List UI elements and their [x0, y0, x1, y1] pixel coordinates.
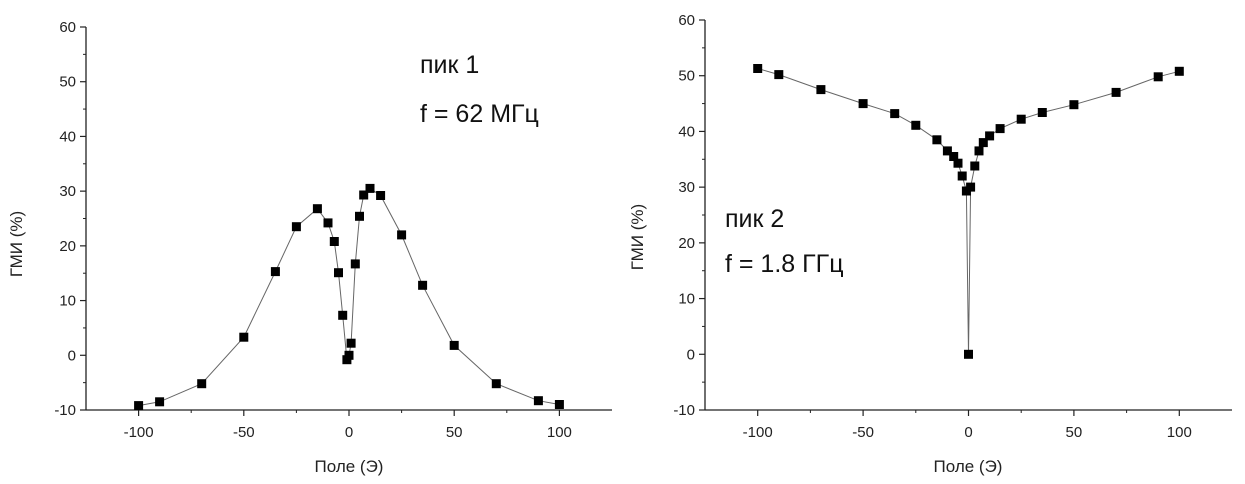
data-point [491, 379, 501, 389]
data-point [1174, 66, 1184, 76]
data-point [1037, 108, 1047, 117]
data-point [753, 64, 763, 73]
y-axis-title: ГМИ (%) [628, 204, 647, 270]
data-point [970, 161, 980, 171]
data-point [291, 222, 301, 232]
x-tick-label: 50 [1066, 424, 1083, 441]
data-point [1069, 100, 1079, 110]
y-tick-label: 30 [678, 179, 695, 196]
annotation: пик 2 [725, 205, 784, 233]
y-tick-label: 30 [59, 183, 76, 200]
y-tick-label: 20 [59, 238, 76, 255]
data-point [334, 268, 343, 278]
series-line [138, 187, 560, 407]
y-tick-label: 10 [678, 291, 695, 308]
data-point [978, 138, 988, 148]
data-point [239, 332, 249, 342]
data-point [270, 267, 280, 277]
y-tick-label: 60 [59, 19, 76, 36]
x-axis-title: Поле (Э) [315, 457, 384, 476]
y-tick-label: 60 [678, 12, 695, 29]
data-point [344, 350, 354, 360]
x-tick-label: -50 [233, 424, 255, 441]
data-point [985, 131, 995, 141]
y-tick-label: 50 [59, 74, 76, 91]
data-point [1111, 87, 1121, 97]
y-tick-label: -10 [54, 402, 76, 419]
x-axis-title: Поле (Э) [934, 457, 1003, 476]
annotation: f = 1.8 ГГц [725, 250, 844, 278]
data-point [974, 146, 984, 156]
y-tick-label: 0 [68, 347, 76, 364]
data-point [774, 70, 784, 80]
data-point [197, 379, 207, 389]
y-tick-label: 0 [687, 346, 695, 363]
y-tick-label: 50 [678, 68, 695, 85]
x-tick-label: 0 [345, 424, 353, 441]
data-point [949, 152, 959, 161]
data-point [359, 190, 369, 200]
x-tick-label: 0 [964, 424, 972, 441]
data-point [942, 146, 952, 156]
data-point [134, 401, 144, 411]
data-point [957, 171, 967, 181]
x-tick-label: 100 [1167, 424, 1192, 441]
data-point [323, 218, 333, 228]
data-point [338, 310, 348, 320]
data-point [533, 396, 543, 406]
data-point [346, 338, 356, 348]
data-point [155, 397, 165, 407]
data-point [816, 85, 826, 95]
data-point [1153, 72, 1163, 82]
x-tick-label: -100 [743, 424, 773, 441]
data-point [449, 340, 459, 350]
data-point [376, 191, 386, 200]
data-point [966, 182, 976, 192]
data-point [932, 135, 942, 145]
annotation: пик 1 [420, 51, 479, 79]
y-tick-label: -10 [673, 402, 695, 419]
data-point [911, 120, 921, 130]
data-point [964, 349, 973, 359]
data-point [554, 400, 564, 409]
x-tick-label: -100 [124, 424, 154, 441]
data-point [858, 99, 868, 109]
data-point [350, 259, 360, 269]
x-tick-label: 100 [547, 424, 572, 441]
data-point [312, 204, 322, 214]
data-point [953, 158, 963, 168]
y-axis-title: ГМИ (%) [7, 211, 26, 277]
data-point [418, 280, 428, 290]
data-point [397, 230, 407, 240]
x-tick-label: -50 [852, 424, 874, 441]
data-point [329, 237, 339, 246]
x-tick-label: 50 [446, 424, 463, 441]
data-point [995, 124, 1005, 134]
series-line [757, 68, 1180, 355]
y-tick-label: 10 [59, 293, 76, 310]
y-tick-label: 40 [59, 128, 76, 145]
data-point [1016, 114, 1026, 124]
data-point [890, 109, 900, 119]
y-tick-label: 40 [678, 123, 695, 140]
data-point [365, 183, 375, 193]
annotation: f = 62 МГц [420, 100, 539, 128]
data-point [355, 211, 364, 221]
y-tick-label: 20 [678, 235, 695, 252]
